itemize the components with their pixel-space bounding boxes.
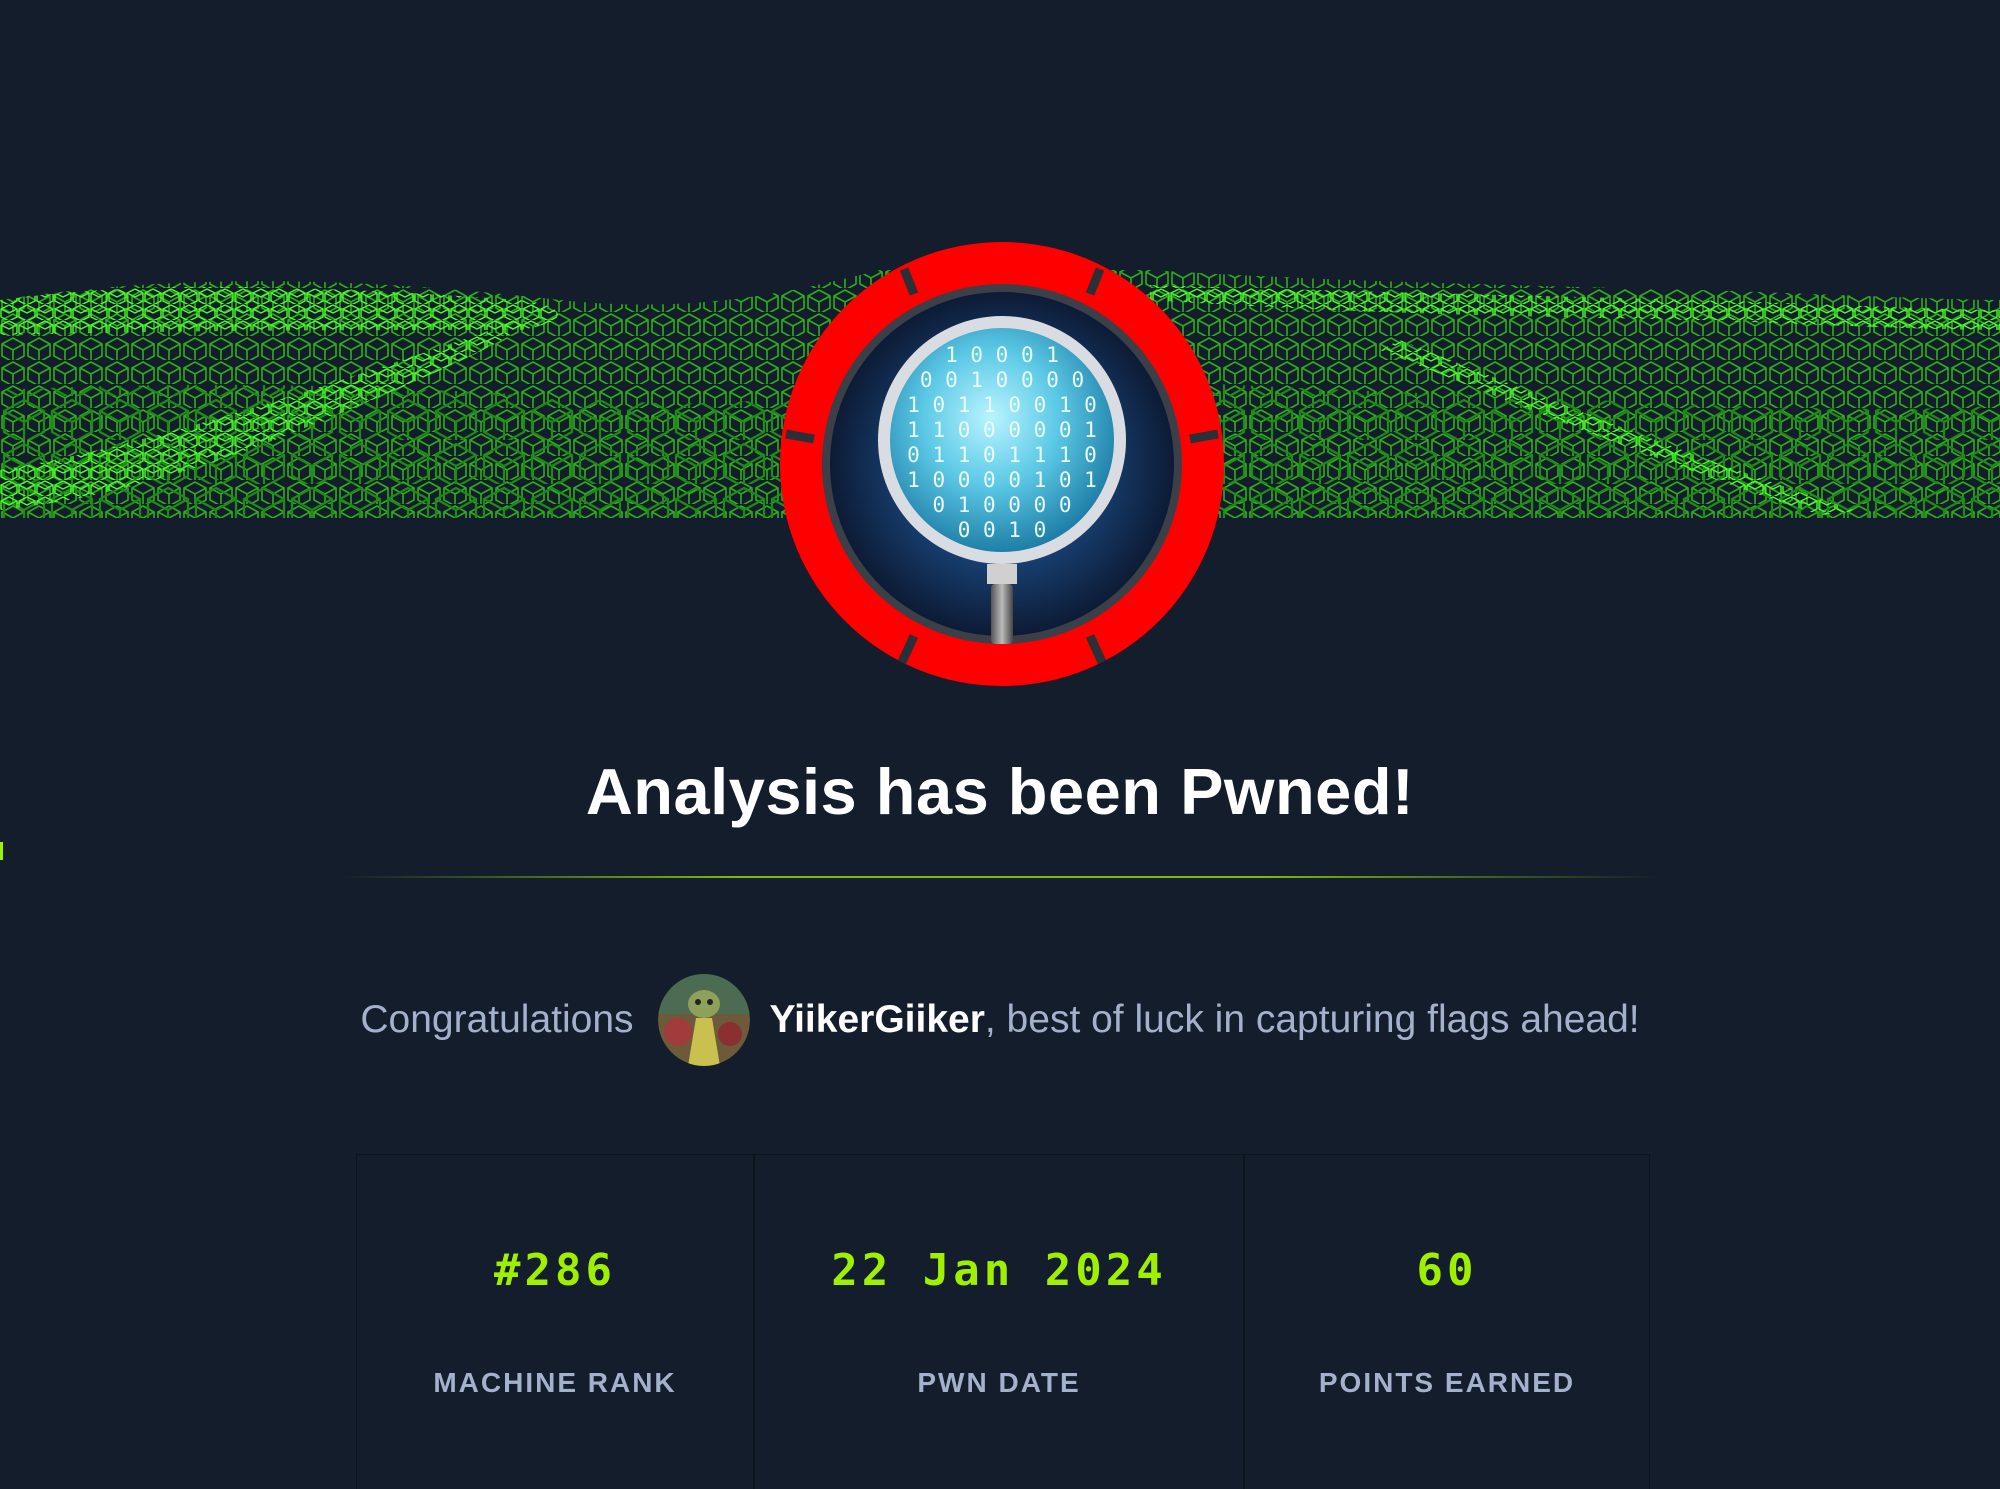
magnifying-glass-binary-icon: 1 0 0 0 10 0 1 0 0 0 01 0 1 1 0 0 1 01 1… xyxy=(780,242,1224,686)
congrats-prefix: Congratulations xyxy=(360,998,634,1041)
stat-value: 60 xyxy=(1416,1245,1478,1296)
congratulations-message: Congratulations YiikerGiiker , best of l… xyxy=(0,970,2000,1070)
binary-row: 1 0 0 0 1 xyxy=(945,343,1059,367)
user-avatar[interactable] xyxy=(657,974,750,1066)
stat-value: 22 Jan 2024 xyxy=(831,1245,1167,1296)
page-title: Analysis has been Pwned! xyxy=(585,755,1415,828)
username-link[interactable]: YiikerGiiker xyxy=(769,998,985,1041)
left-edge-accent xyxy=(0,842,3,860)
binary-row: 0 1 1 0 1 1 1 0 xyxy=(907,443,1097,467)
stat-label: POINTS EARNED xyxy=(1318,1367,1576,1398)
binary-row: 1 0 1 1 0 0 1 0 xyxy=(907,393,1097,417)
title-divider xyxy=(340,876,1660,878)
binary-row: 1 0 0 0 0 1 0 1 xyxy=(907,468,1097,492)
stat-label: MACHINE RANK xyxy=(433,1367,677,1398)
stat-value: #286 xyxy=(494,1245,616,1296)
cube-wave-banner-graphic xyxy=(0,0,2000,522)
congrats-suffix: , best of luck in capturing flags ahead! xyxy=(984,998,1640,1041)
binary-row: 1 1 0 0 0 0 0 1 xyxy=(907,418,1097,442)
header-banner xyxy=(0,0,2000,522)
binary-row: 0 0 1 0 xyxy=(958,518,1047,542)
stats-panel: #286 MACHINE RANK 22 Jan 2024 PWN DATE 6… xyxy=(356,1154,1650,1489)
binary-row: 0 1 0 0 0 0 xyxy=(932,493,1071,517)
binary-row: 0 0 1 0 0 0 0 xyxy=(920,368,1084,392)
avatar-image xyxy=(657,974,750,1066)
stat-pwn-date: 22 Jan 2024 PWN DATE xyxy=(755,1155,1245,1489)
stat-points-earned: 60 POINTS EARNED xyxy=(1245,1155,1649,1489)
stat-machine-rank: #286 MACHINE RANK xyxy=(357,1155,755,1489)
stat-label: PWN DATE xyxy=(917,1367,1081,1398)
